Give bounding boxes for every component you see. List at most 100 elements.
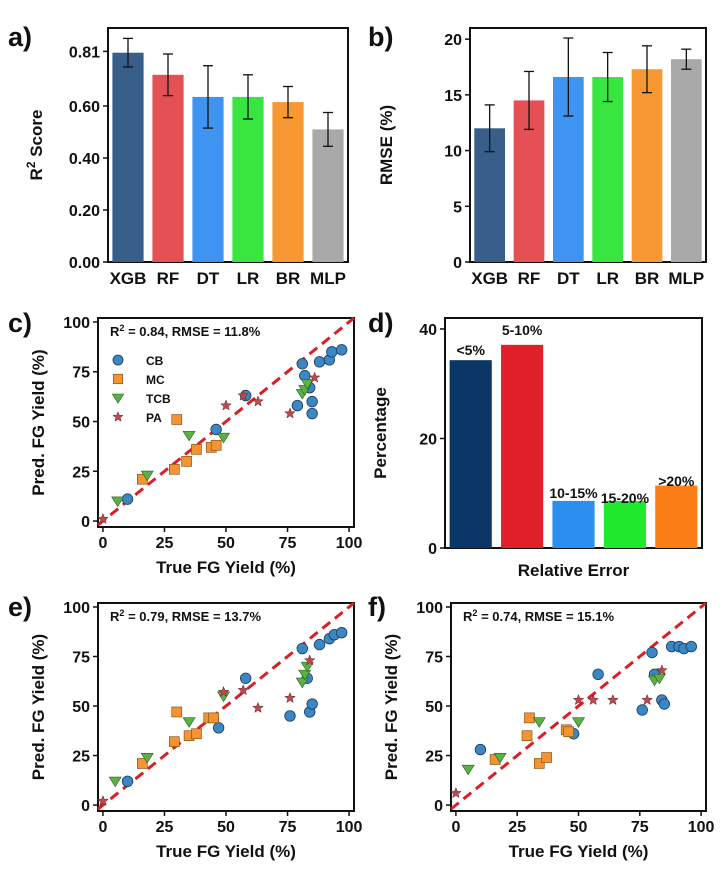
panel-e-parity-scatter: 00 25 25 50 50 75 75 100 100 R2 = 0.79, RMSE = 13… bbox=[29, 600, 363, 861]
parity-line bbox=[450, 601, 707, 811]
mc-point bbox=[533, 758, 545, 769]
cb-point bbox=[306, 407, 318, 420]
x-tick-label: 100 bbox=[336, 535, 363, 552]
bar-br bbox=[631, 69, 663, 262]
pa-point bbox=[284, 407, 296, 419]
pa-point bbox=[655, 664, 668, 676]
cb-point bbox=[306, 395, 318, 408]
tcb-point bbox=[571, 717, 586, 728]
x-category-label: RF bbox=[518, 269, 541, 288]
y-tick-label: 100 bbox=[63, 315, 90, 332]
mc-point bbox=[191, 444, 202, 455]
y-tick-label: 0 bbox=[434, 798, 443, 815]
y-tick-label: 0 bbox=[453, 255, 462, 272]
x-category-label: DT bbox=[557, 269, 580, 288]
panel-label-c: c) bbox=[8, 308, 32, 338]
x-category-label: DT bbox=[197, 269, 220, 288]
bar-lr bbox=[232, 96, 264, 263]
x-tick-label: 25 bbox=[156, 535, 174, 552]
mc-point bbox=[524, 712, 535, 724]
legend-label: TCB bbox=[146, 392, 171, 406]
x-category-label: LR bbox=[596, 269, 619, 288]
cb-point bbox=[291, 399, 304, 412]
y-tick-label: 5 bbox=[453, 199, 462, 216]
cb-point bbox=[335, 344, 348, 356]
cb-point bbox=[239, 672, 252, 684]
mc-point bbox=[210, 440, 222, 451]
y-tick-label: 0.00 bbox=[69, 255, 100, 272]
bar-lr bbox=[592, 77, 624, 263]
mc-point bbox=[169, 736, 180, 747]
y-tick-label: 75 bbox=[72, 365, 90, 382]
y-tick-label: 20 bbox=[444, 32, 462, 49]
x-category-label: RF bbox=[157, 269, 180, 288]
bar-data-label: 5-10% bbox=[502, 322, 543, 338]
tcb-point bbox=[532, 717, 546, 728]
pa-point bbox=[252, 701, 264, 713]
mc-point bbox=[171, 414, 183, 425]
cb-point bbox=[592, 668, 604, 681]
mc-point bbox=[112, 373, 124, 385]
pa-point bbox=[237, 389, 250, 401]
bar-br bbox=[272, 102, 304, 262]
mc-point bbox=[171, 706, 183, 718]
bar-data-label: 15-20% bbox=[601, 490, 650, 506]
bar-510 bbox=[501, 344, 544, 548]
mc-point bbox=[208, 712, 219, 724]
pa-point bbox=[606, 693, 619, 706]
cb-point bbox=[335, 627, 348, 639]
parity-line bbox=[97, 601, 355, 811]
cb-point bbox=[313, 356, 326, 368]
x-tick-label: 75 bbox=[631, 819, 649, 836]
y-tick-label: 10 bbox=[444, 144, 462, 161]
x-tick-label: 50 bbox=[570, 819, 588, 836]
cb-point bbox=[210, 423, 222, 436]
tcb-point bbox=[108, 776, 122, 788]
pa-point bbox=[97, 794, 109, 807]
cb-point bbox=[313, 638, 326, 651]
x-tick-label: 25 bbox=[156, 819, 174, 836]
x-tick-label: 100 bbox=[688, 819, 715, 836]
y-tick-label: 0.60 bbox=[69, 99, 100, 116]
x-axis-label: True FG Yield (%) bbox=[156, 558, 296, 577]
x-tick-label: 0 bbox=[98, 535, 107, 552]
y-axis-label: Pred. FG Yield (%) bbox=[29, 349, 48, 495]
x-tick-label: 50 bbox=[217, 535, 235, 552]
mc-point bbox=[521, 730, 533, 742]
tcb-point bbox=[111, 496, 125, 508]
pa-point bbox=[450, 786, 462, 799]
legend-label: PA bbox=[146, 411, 162, 425]
mc-point bbox=[563, 726, 574, 738]
panel-f-parity-scatter: 00 25 25 50 50 75 75 100 100 R2 = 0.74, RMSE = 15… bbox=[382, 600, 715, 861]
pa-point bbox=[572, 693, 585, 706]
bar-data-label: >20% bbox=[658, 473, 695, 489]
y-tick-label: 0.81 bbox=[69, 44, 100, 61]
cb-point bbox=[646, 646, 658, 659]
panel-d-relative-error-bar-chart: 0 20 40 <5% 5-10% 10-15% 15-20% >20% Percentage R… bbox=[371, 317, 703, 580]
pa-point bbox=[308, 371, 321, 383]
plot-frame bbox=[469, 27, 707, 263]
tcb-point bbox=[298, 669, 312, 681]
y-tick-label: 0 bbox=[81, 798, 90, 815]
cb-point bbox=[326, 346, 338, 358]
mc-point bbox=[191, 728, 202, 740]
bar-data-label: 10-15% bbox=[549, 485, 598, 501]
tcb-point bbox=[300, 379, 314, 390]
cb-point bbox=[636, 704, 648, 716]
cb-point bbox=[212, 722, 225, 734]
x-tick-label: 75 bbox=[279, 819, 297, 836]
x-tick-label: 100 bbox=[336, 819, 363, 836]
mc-point bbox=[541, 752, 552, 763]
bar-xgb bbox=[112, 52, 144, 263]
panel-a-r2-bar-chart: 0.00 0.20 0.40 0.60 0.81 XGB RF DT LR BR MLP R2 Sco… bbox=[24, 27, 349, 288]
x-tick-label: 0 bbox=[98, 819, 107, 836]
bar-data-label: <5% bbox=[456, 342, 485, 358]
y-tick-label: 25 bbox=[72, 464, 90, 481]
cb-point bbox=[306, 698, 318, 710]
cb-point bbox=[685, 640, 697, 653]
y-tick-label: 50 bbox=[425, 699, 443, 716]
tcb-point bbox=[140, 470, 154, 482]
y-tick-label: 100 bbox=[63, 600, 90, 617]
legend-label: CB bbox=[146, 354, 164, 368]
